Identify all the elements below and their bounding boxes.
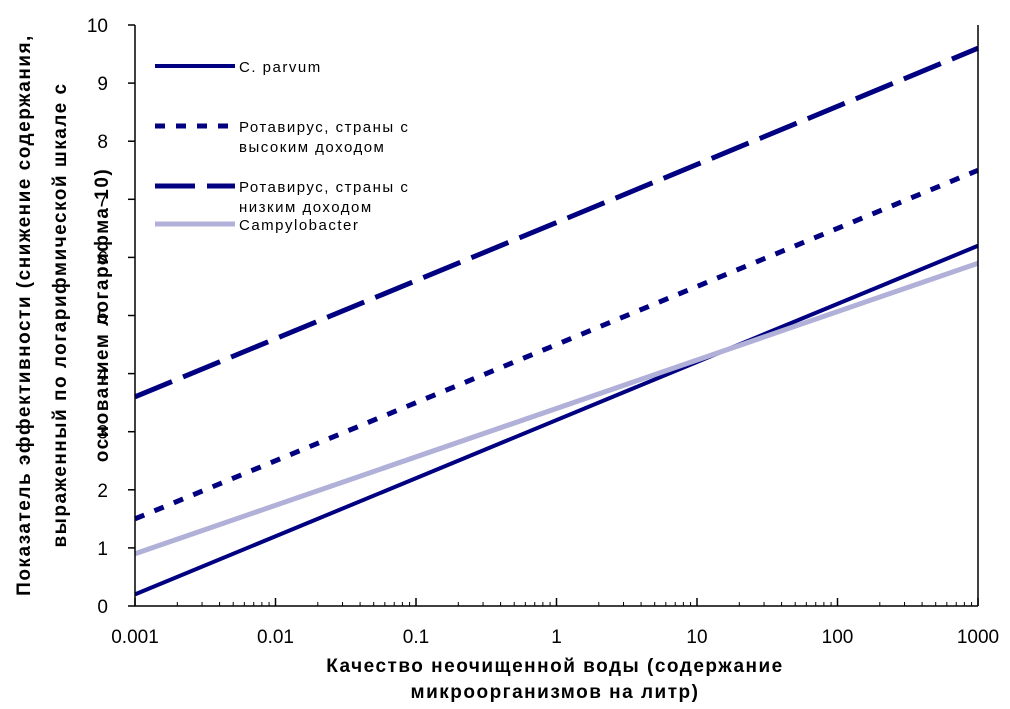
y-tick-label: 9: [97, 74, 108, 95]
y-axis-title-line-2: выраженный по логарифмической шкале с: [50, 82, 71, 547]
y-tick-label: 2: [97, 481, 108, 502]
x-tick-label: 10: [686, 627, 707, 648]
series-line-ротавирус-страны-с-высоким-доходом: [134, 167, 979, 522]
y-axis-ticks: 0 1 2 3 4 5 6 7 8 9 10: [87, 16, 135, 618]
x-tick-label: 0.01: [257, 627, 294, 648]
legend-label: Campylobacter: [239, 217, 359, 234]
legend-label: высоким доходом: [239, 139, 385, 156]
legend-label: C. parvum: [239, 59, 322, 76]
y-tick-label: 5: [97, 307, 108, 328]
y-tick-label: 8: [97, 132, 108, 153]
legend: C. parvum Ротавирус, страны с высоким дохо…: [155, 59, 409, 234]
y-axis-title-line-1: Показатель эффективности (снижение содер…: [14, 34, 35, 596]
series-line-c-parvum: [134, 243, 979, 597]
y-tick-label: 4: [97, 365, 108, 386]
y-axis-title-line-3: основанием логарифма 10): [92, 168, 113, 463]
y-tick-label: 0: [97, 597, 108, 618]
y-tick-label: 3: [97, 423, 108, 444]
legend-label: Ротавирус, страны с: [239, 119, 409, 136]
series-lines: [134, 45, 979, 597]
x-tick-label: 0.001: [111, 627, 159, 648]
x-tick-label: 100: [822, 627, 854, 648]
series-line-campylobacter: [134, 260, 979, 557]
legend-label: Ротавирус, страны с: [239, 179, 409, 196]
x-axis-title-line-1: Качество неочищенной воды (содержание: [326, 656, 784, 677]
x-axis-ticks: 0.001 0.01 0.1 1 10 100 1000: [111, 598, 999, 648]
x-tick-label: 1: [551, 627, 562, 648]
y-tick-label: 10: [87, 16, 108, 37]
y-tick-label: 7: [97, 190, 108, 211]
x-tick-label: 1000: [957, 627, 999, 648]
x-axis-title-line-2: микроорганизмов на литр): [411, 682, 700, 703]
y-tick-label: 6: [97, 248, 108, 269]
y-tick-label: 1: [97, 539, 108, 560]
legend-label: низким доходом: [239, 199, 373, 216]
series-line-ротавирус-страны-с-низким-доходом: [134, 45, 979, 400]
x-tick-label: 0.1: [403, 627, 429, 648]
